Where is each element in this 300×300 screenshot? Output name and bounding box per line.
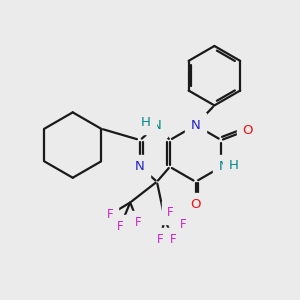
Text: F: F — [107, 208, 114, 221]
Text: O: O — [190, 198, 201, 211]
Text: H: H — [228, 159, 238, 172]
Text: F: F — [135, 216, 141, 229]
Text: F: F — [157, 233, 163, 246]
Text: H: H — [141, 116, 151, 129]
Text: F: F — [169, 233, 176, 246]
Text: N: N — [135, 160, 145, 173]
Text: F: F — [117, 220, 124, 233]
Text: F: F — [167, 206, 173, 219]
Text: F: F — [179, 218, 186, 231]
Text: N: N — [218, 160, 228, 173]
Text: O: O — [242, 124, 252, 137]
Text: N: N — [191, 119, 200, 132]
Text: N: N — [152, 119, 162, 132]
